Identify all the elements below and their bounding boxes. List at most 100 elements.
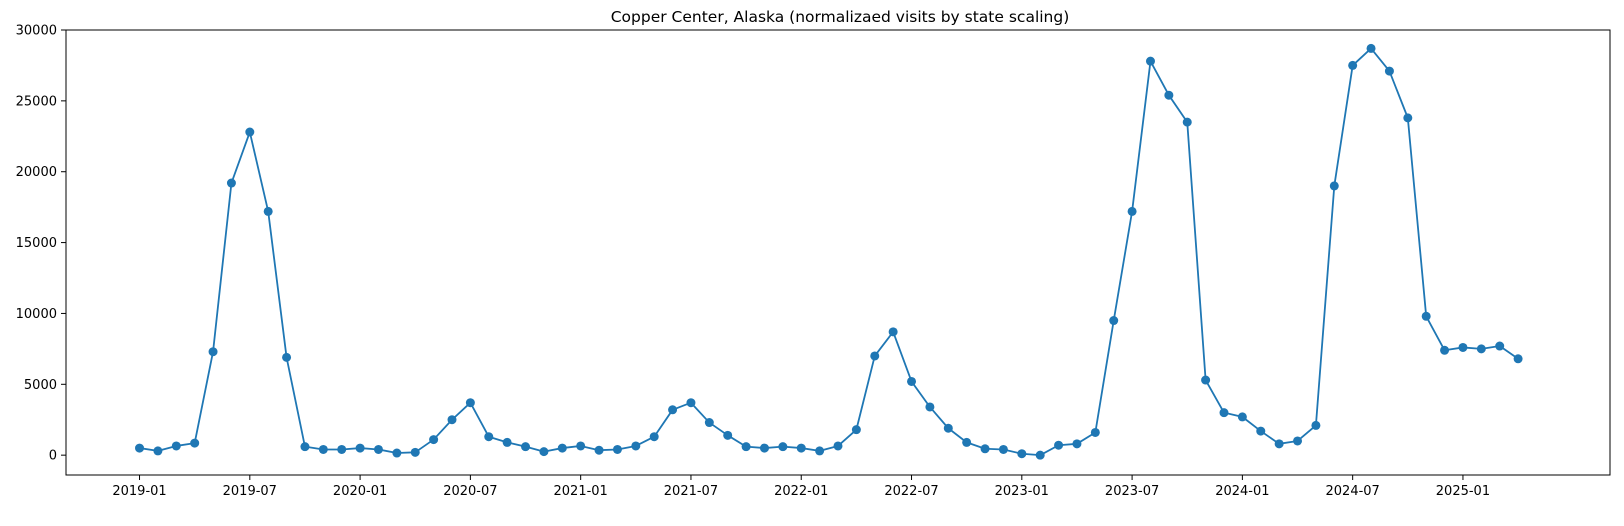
data-point xyxy=(1182,117,1192,127)
data-point xyxy=(190,438,200,448)
data-point xyxy=(1054,440,1064,450)
data-point xyxy=(998,444,1008,454)
y-tick-label: 30000 xyxy=(16,24,57,39)
data-point xyxy=(1274,439,1284,449)
data-point xyxy=(1348,60,1358,70)
data-point xyxy=(1201,375,1211,385)
data-point xyxy=(1293,436,1303,446)
data-point xyxy=(1145,56,1155,66)
data-point xyxy=(447,415,457,425)
data-point xyxy=(576,441,586,451)
data-point xyxy=(1513,354,1523,364)
data-point xyxy=(300,442,310,452)
series-line xyxy=(139,47,1519,457)
data-point xyxy=(851,425,861,435)
x-tick-label: 2022-01 xyxy=(774,484,828,499)
data-point xyxy=(171,441,181,451)
data-point xyxy=(373,444,383,454)
data-point xyxy=(723,430,733,440)
data-point xyxy=(980,444,990,454)
data-point xyxy=(668,405,678,415)
data-point xyxy=(759,443,769,453)
data-point xyxy=(245,127,255,137)
data-point xyxy=(337,444,347,454)
data-point xyxy=(208,347,218,357)
data-point xyxy=(778,442,788,452)
data-point xyxy=(355,443,365,453)
data-point xyxy=(1329,181,1339,191)
data-point xyxy=(1476,344,1486,354)
x-tick-label: 2019-07 xyxy=(223,484,277,499)
x-tick-label: 2022-07 xyxy=(884,484,938,499)
data-point xyxy=(943,423,953,433)
data-point xyxy=(1035,450,1045,460)
data-point xyxy=(1256,426,1266,436)
x-tick-label: 2020-07 xyxy=(443,484,497,499)
y-tick-label: 10000 xyxy=(16,307,57,322)
y-tick-label: 25000 xyxy=(16,94,57,109)
data-point xyxy=(465,398,475,408)
x-tick-label: 2021-07 xyxy=(664,484,718,499)
data-point xyxy=(612,444,622,454)
data-point xyxy=(282,352,292,362)
data-point xyxy=(1109,316,1119,326)
data-point xyxy=(429,435,439,445)
data-point xyxy=(962,437,972,447)
x-axis: 2019-01 2019-07 2020-01 2020-07 2021-01 2021-… xyxy=(112,475,1490,499)
data-point xyxy=(888,327,898,337)
data-point xyxy=(815,446,825,456)
data-point xyxy=(1164,90,1174,100)
x-tick-label: 2019-01 xyxy=(112,484,166,499)
data-point xyxy=(557,443,567,453)
plot-area xyxy=(65,29,1611,476)
data-point xyxy=(594,445,604,455)
x-tick-label: 2023-07 xyxy=(1105,484,1159,499)
data-point xyxy=(741,442,751,452)
y-tick-label: 20000 xyxy=(16,165,57,180)
data-point xyxy=(631,441,641,451)
data-point xyxy=(1219,408,1229,418)
y-tick-label: 0 xyxy=(49,449,57,464)
data-point xyxy=(392,448,402,458)
data-point xyxy=(907,376,917,386)
data-point xyxy=(1090,427,1100,437)
data-point xyxy=(135,443,145,453)
data-point xyxy=(502,437,512,447)
x-tick-label: 2021-01 xyxy=(554,484,608,499)
x-tick-label: 2024-01 xyxy=(1215,484,1269,499)
chart-title: Copper Center, Alaska (normalizaed visit… xyxy=(611,8,1070,26)
data-point xyxy=(796,443,806,453)
data-point xyxy=(318,444,328,454)
data-point xyxy=(410,447,420,457)
data-point xyxy=(925,402,935,412)
data-point xyxy=(833,441,843,451)
data-point xyxy=(521,442,531,452)
data-point xyxy=(263,206,273,216)
data-point xyxy=(1311,420,1321,430)
y-tick-label: 5000 xyxy=(24,378,57,393)
data-point xyxy=(1384,66,1394,76)
data-point xyxy=(1440,345,1450,355)
data-point xyxy=(226,178,236,188)
data-point xyxy=(704,418,714,428)
x-tick-label: 2024-07 xyxy=(1326,484,1380,499)
y-tick-label: 15000 xyxy=(16,236,57,251)
data-point xyxy=(649,432,659,442)
data-point xyxy=(1072,439,1082,449)
series-group xyxy=(135,43,1523,460)
data-point xyxy=(870,351,880,361)
data-point xyxy=(686,398,696,408)
data-point xyxy=(539,447,549,457)
plot-frame xyxy=(65,29,1611,476)
x-tick-label: 2023-01 xyxy=(995,484,1049,499)
data-point xyxy=(1366,43,1376,53)
data-point xyxy=(1237,412,1247,422)
data-point xyxy=(484,432,494,442)
data-point xyxy=(1495,341,1505,351)
x-tick-label: 2020-01 xyxy=(333,484,387,499)
data-point xyxy=(1017,449,1027,459)
data-point xyxy=(1458,342,1468,352)
data-point xyxy=(153,446,163,456)
x-tick-label: 2025-01 xyxy=(1436,484,1490,499)
